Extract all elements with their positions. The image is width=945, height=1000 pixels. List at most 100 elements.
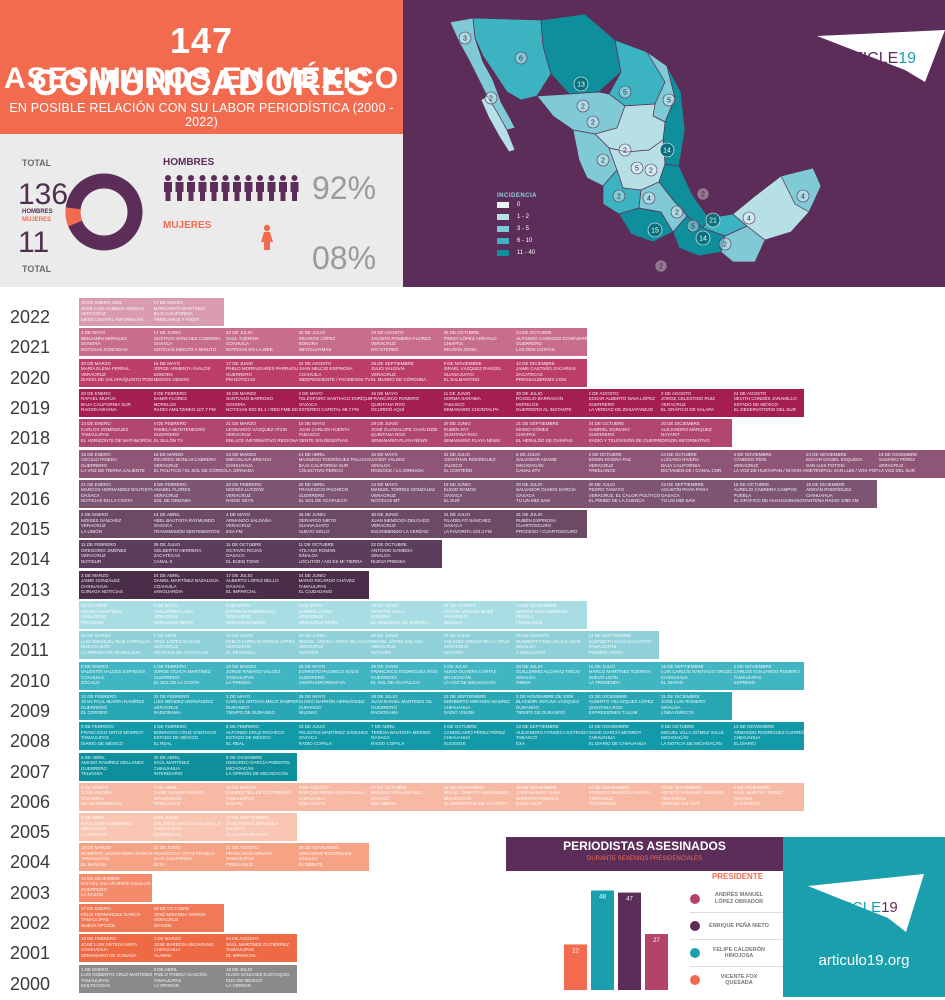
journalist-entry-line: 6 DE ABRIL [81,754,106,760]
journalist-entry: 24 DE AGOSTO SAÚL MARTÍNEZ GUTIÉRREZ TAMAU… [226,936,298,958]
journalist-entry-line: MAXIMINO RODRÍGUEZ PALACIOS [298,457,371,462]
journalist-entry: 4 DE MARZO JOSÉ BARBOSA BEJARANO CHIHUAHUA… [154,936,226,958]
journalist-entry: 19 DE OCTUBRE JOSÉ MIRANDA VIRGEN VERACRUZ… [154,906,226,928]
journalist-entry-line: SINALOA [516,674,536,680]
journalist-entry-line: JOSÉ REYES BRAMBILA [226,820,279,826]
website-link[interactable]: articulo19.org [818,952,910,969]
president-bar [645,934,668,990]
journalist-entry: 20 DE JUNIO MISAEL LÓPEZ SOLANA VERACRUZ NO… [371,633,443,655]
journalist-entry-line: SONORA [153,371,174,377]
journalist-entry: 24 DE SEPTIEMBRE ELIZABETH MACÍAS CASTRO T… [589,633,661,655]
journalist-entry-line: SEMANARIO CHONTALPA [443,407,499,413]
journalist-entry-line: HUMBERTO MILLÁN SALAZAR [516,638,581,644]
journalist-entry: 19 DE MARZO RICARDO MONLUI CABRERA VERACRU… [154,452,226,474]
year-row: 2004 18 DE MARZO ROBERTO JAVIER MORA GARCÍ… [0,843,945,873]
journalist-entry-line: CHIHUAHUA [443,704,471,710]
journalist-entry-line: JAVIER VALDEZ [371,457,405,462]
journalist-entry-line: MILENIO [298,710,318,716]
journalist-entry-line: 13 DE NOVIEMBRE [588,724,630,730]
map-count-dot [618,85,632,99]
subtitle: EN POSIBLE RELACIÓN CON SU LABOR PERIODÍ… [9,101,394,129]
journalist-entry-line: SEMANARIO PLAYA NEWS [371,437,428,443]
journalist-entry-line: LUIS CARLOS SANTIAGO OROZCO [661,669,733,675]
journalist-entry-line: EL REGIONAL [226,649,256,655]
journalist-entry: 16 DE SEPTIEMBRE LUIS CARLOS SANTIAGO ORO… [661,664,733,686]
journalist-entry-line: 10 DE MARZO [226,663,257,669]
journalist-entry-line: ADRIÁN SILVA MORENO [516,608,568,614]
journalist-entry-line: VERACRUZ NEWS [298,619,339,625]
journalist-entry-line: JOSÉ GUADALUPE CHAN DZIB [371,426,438,432]
journalist-entry-line: JOSÉ VALDÉS [81,790,112,796]
journalist-entry-line: JOSÉ MANUEL NAVA [516,790,561,796]
journalist-entry-line: 27 DE JULIO [443,633,471,639]
journalist-entry-line: RADIORAMA [371,710,399,716]
journalist-entry-line: LOCUTOR / ASÍ ES MI TIERRA [298,558,363,564]
journalist-entry-line: 9 DE ENERO [81,784,109,790]
journalist-entry: 24 DE JUNIO MARIO RICARDO CHÁVEZ TAMAULIPA… [299,573,371,595]
journalist-entry: 14 DE ABRIL ABEL BAUTISTA RAYMUNDO OAXACA T… [154,512,226,534]
journalist-entry-line: 1 DE ENERO [81,966,109,972]
journalist-entry-line: LA JORNADA [226,468,255,473]
journalist-entry: 14 DE NOVIEMBRE ADRIÁN SILVA MORENO PUEBLA… [516,603,588,625]
journalist-entry-line: NOEL LÓPEZ OLGUÍN [153,638,201,644]
year-row: 2018 13 DE ENERO CARLOS DOMÍNGUEZ TAMAULIPA… [0,419,945,449]
journalist-entry-line: 14 DE ABRIL [153,512,181,518]
journalist-entry: 8 DE FEBRERO BONIFACIO CRUZ SANTIAGO ESTAD… [154,724,226,746]
journalist-entry-line: MILENIO [443,619,463,625]
journalist-entry-line: ZACATECAS [516,371,543,377]
journalist-entry: 25 DE AGOSTO HUMBERTO MILLÁN SALAZAR SINAL… [516,633,588,655]
journalist-entry: 24 DE ABRIL DANIEL MARTÍNEZ BAZALDÚA COAHU… [154,573,226,595]
journalist-entry-line: 10 DE JULIO [516,663,543,669]
journalist-entry-line: 20 DE ABRIL [153,754,181,760]
total-men-number: 136 [18,178,69,211]
journalist-entry-line: EXPRESIONES TULUM [588,710,638,716]
journalist-entry-line: GERARDO GARCÍA PIMENTEL [226,760,291,765]
journalist-entry-line: ALEJANDRO FONSECA ESTRADA [516,729,588,735]
journalist-entry-line: LA VERDAD DE ZIHUATANEJO [588,407,654,413]
year-label: 2002 [10,913,51,933]
journalist-entry-line: NOTICIAS MINUTO A MINUTO [153,346,217,352]
journalist-entry-line: 29 DE JUNIO [443,421,471,427]
journalist-entry-line: 8 DE FEBRERO [153,724,187,730]
map-count-dot [458,31,472,45]
journalist-entry-line: RADIOKASHANA [81,407,117,413]
journalist-entry-line: 8 DE JUNIO [153,815,179,821]
journalist-entry-line: VERACRUZ [226,523,251,529]
journalist-entry-line: EDGAR DANIEL ESQUEDA [806,457,863,462]
journalist-entry: 9 DE OCTUBRE MIGUEL VILLA GÓMEZ VALLE MICH… [661,724,733,746]
journalist-entry: 24 DE OCTUBRE LUCIANO RIVERA BAJA CALIFORN… [661,452,733,474]
year-bar: 10 DE ENERO 2022 JOSÉ LUIS GAMBOA ARENAS V… [79,298,224,326]
journalist-entry-line: DANIEL MARTÍNEZ BAZALDÚA [153,578,219,584]
journalist-entry-line: 25 DE MAYO [298,663,326,669]
journalist-entry-line: ORIZABA EN VIVO [661,801,701,807]
journalist-entry-line: VÍCTOR MANUEL BÁEZ [443,608,494,614]
journalist-entry-line: VERACRUZ [371,523,396,529]
journalist-entry: 26 DE JULIO NOLBERTO HERRERA ZACATECAS CANA… [154,542,226,564]
journalist-entry-line: COAHUILA [298,371,322,377]
journalist-entry-line: TAMAULIPAS [226,856,254,862]
man-icon [279,175,287,201]
journalist-entry-line: OAXACA [371,735,390,741]
journalist-entry-line: JOSÉ LUIS ORTEGA MATA [81,941,138,947]
journalist-entry-line: 3 DE MARZO [81,572,109,578]
journalist-entry-line: 6 DE DICIEMBRE [733,784,770,790]
journalist-entry-line: MARCOS HERNÁNDEZ BAUTISTA [81,487,153,493]
year-label: 2020 [10,367,51,388]
journalist-entry-line: 3 DE MAYO [298,603,323,608]
journalist-entry-line: GUMARO PÉREZ [878,457,916,462]
journalist-entry-line: FRANCISCO ROMERO [371,396,420,402]
journalist-entry-line: FRANCISCO ORTIZ FRANCO [153,850,215,856]
journalist-entry-line: VERACRUZ NEWS [226,619,266,625]
year-row: 2007 6 DE ABRIL AMADO RAMÍREZ DELLANES GUER… [0,752,945,783]
journalist-entry-line: 9 DE FEBRERO [81,724,115,730]
journalist-entry-line: EXPRESO [733,680,756,686]
journalist-entry-line: EL BUEN TONO [226,558,260,564]
journalist-entry-line: LA RAZÓN [81,892,104,898]
journalist-entry-line: JAIME CASTAÑO ZACARÍAS [516,366,576,372]
journalist-entry-line: EL DESPERTAR DE LA COSTA [443,801,508,807]
journalist-entry-line: VERACRUZ [443,644,469,650]
year-bar: 3 DE MAYO BENJAMÍN MORALES SONORA NOTICIAS … [79,328,588,357]
journalist-entry-line: 30 DE MARZO [81,360,112,366]
journalist-entry-line: RADIO Y TELEVISIÓN DE GUERRERO [588,437,661,443]
journalist-entry-line: 9 DE NOVIEMBRE [443,360,482,366]
